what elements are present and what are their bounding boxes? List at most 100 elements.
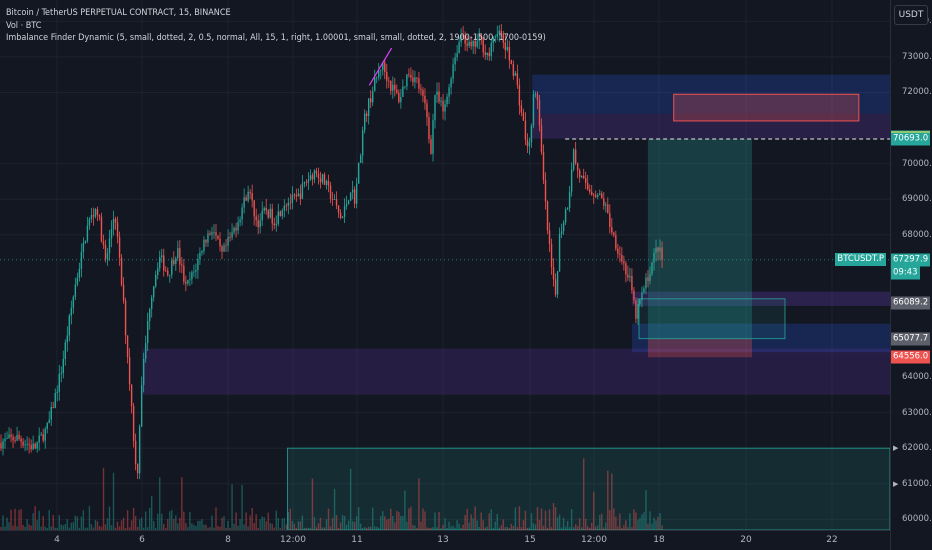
candle-body: [329, 185, 332, 200]
candle-body: [2, 441, 4, 449]
price-axis[interactable]: 74000.073000.072000.070000.069000.068000…: [890, 0, 932, 550]
volume-bar: [309, 527, 312, 530]
candle-body: [347, 200, 350, 205]
volume-bar: [265, 521, 267, 530]
candle-body: [130, 384, 133, 406]
candle-body: [307, 179, 310, 183]
candle-body: [197, 258, 199, 270]
candle-body: [412, 77, 414, 83]
legend-volume[interactable]: Vol · BTC: [6, 20, 42, 31]
time-tick: 18: [653, 535, 665, 545]
candle-body: [496, 33, 498, 37]
time-tick: 20: [740, 535, 752, 545]
volume-bar: [382, 511, 384, 530]
candlestick-chart[interactable]: [0, 0, 890, 530]
volume-bar: [138, 519, 141, 530]
candle-body: [601, 193, 603, 199]
volume-bar: [245, 512, 247, 530]
imbalance-zone-lower-blue: [631, 323, 890, 353]
volume-bar: [341, 514, 344, 530]
candle-body: [36, 442, 38, 449]
candle-body: [225, 245, 227, 247]
legend-title[interactable]: Bitcoin / TetherUS PERPETUAL CONTRACT, 1…: [6, 8, 231, 18]
candle-body: [195, 269, 197, 272]
candle-body: [48, 419, 50, 424]
volume-bar: [627, 527, 629, 530]
candle-body: [189, 279, 191, 281]
axis-marker-icon[interactable]: ▶: [893, 479, 899, 488]
candle-body: [564, 209, 567, 223]
candle-body: [613, 232, 615, 236]
volume-bar: [269, 522, 271, 530]
chart-area[interactable]: Bitcoin / TetherUS PERPETUAL CONTRACT, 1…: [0, 0, 890, 530]
volume-bar: [524, 510, 527, 530]
axis-marker-icon[interactable]: ▶: [893, 444, 899, 453]
candle-body: [661, 247, 663, 260]
volume-bar: [498, 527, 500, 530]
volume-bar: [474, 506, 476, 530]
legend-indicator[interactable]: Imbalance Finder Dynamic (5, small, dott…: [6, 33, 546, 43]
volume-bar: [422, 508, 424, 530]
volume-bar: [635, 512, 637, 530]
volume-bar: [307, 527, 310, 530]
candle-body: [374, 77, 376, 92]
volume-bar: [112, 472, 115, 530]
volume-bar: [388, 518, 390, 530]
volume-bar: [568, 527, 571, 530]
time-axis[interactable]: 4 6 8 12:00 11 13 15 12:00 18 20 22: [0, 530, 890, 550]
volume-bar: [134, 516, 137, 530]
candle-body: [480, 34, 482, 39]
volume-bar: [267, 512, 269, 530]
volume-bar: [353, 521, 356, 530]
volume-bar: [201, 519, 203, 530]
volume-bar: [661, 525, 663, 530]
candle-body: [321, 174, 324, 183]
price-tick: 69000.0: [902, 194, 932, 205]
candle-body: [26, 444, 28, 446]
candle-body: [370, 98, 372, 103]
candle-body: [607, 204, 609, 214]
price-tick: 60000.0: [902, 514, 932, 525]
candle-body: [6, 437, 8, 439]
volume-bar: [223, 516, 225, 530]
candle-body: [380, 69, 382, 71]
candle-body: [337, 205, 340, 213]
volume-bar: [639, 518, 641, 530]
volume-bar: [249, 515, 251, 530]
volume-bar: [570, 509, 573, 530]
volume-bar: [430, 527, 432, 530]
candle-body: [609, 213, 611, 227]
volume-bar: [528, 527, 531, 530]
volume-bar: [257, 527, 259, 530]
volume-bar: [58, 515, 60, 530]
candle-body: [287, 202, 290, 207]
candle-body: [273, 223, 275, 226]
candle-body: [185, 281, 187, 284]
candle-body: [482, 38, 484, 53]
volume-bar: [530, 513, 533, 530]
candle-body: [615, 235, 617, 249]
volume-bar: [623, 525, 625, 530]
candle-body: [444, 104, 446, 112]
volume-bar: [500, 525, 503, 530]
currency-button[interactable]: USDT: [894, 5, 928, 25]
candle-body: [140, 384, 143, 427]
volume-bar: [613, 508, 615, 530]
candle-body: [572, 149, 575, 170]
candle-body: [578, 170, 581, 178]
candle-body: [361, 130, 364, 156]
candle-body: [261, 210, 263, 221]
volume-bar: [221, 517, 223, 530]
candle-body: [502, 33, 505, 43]
candle-body: [88, 219, 91, 226]
candle-body: [269, 208, 271, 218]
candle-body: [191, 272, 193, 280]
volume-bar: [124, 527, 127, 530]
candle-body: [291, 194, 294, 203]
candle-body: [597, 195, 599, 197]
volume-bar: [247, 526, 249, 530]
candle-body: [62, 358, 64, 374]
candle-body: [637, 304, 639, 319]
volume-bar: [301, 515, 304, 530]
volume-bar: [211, 515, 213, 530]
